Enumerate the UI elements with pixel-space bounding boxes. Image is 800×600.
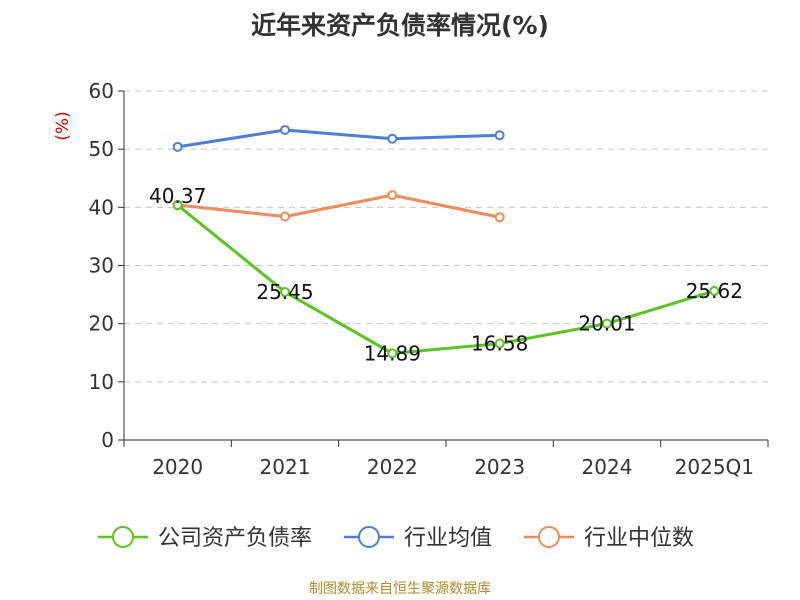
data-point bbox=[172, 200, 183, 211]
data-label: 16.58 bbox=[471, 332, 528, 356]
y-tick-label: 60 bbox=[89, 79, 114, 103]
data-point bbox=[387, 348, 398, 359]
series-line-1 bbox=[177, 128, 500, 149]
legend-label: 行业中位数 bbox=[584, 526, 694, 551]
data-label: 25.45 bbox=[256, 280, 313, 304]
legend-marker bbox=[538, 526, 560, 548]
y-tick-label: 30 bbox=[89, 254, 114, 278]
data-label: 25.62 bbox=[686, 279, 743, 303]
x-tick-label: 2022 bbox=[367, 455, 418, 479]
data-point bbox=[280, 211, 290, 222]
data-point bbox=[494, 212, 505, 223]
legend-item: 行业均值 bbox=[344, 526, 492, 551]
legend-item: 公司资产负债率 bbox=[98, 526, 312, 551]
legend-label: 行业均值 bbox=[404, 526, 492, 551]
x-tick-label: 2025Q1 bbox=[675, 455, 754, 479]
data-point bbox=[172, 141, 183, 152]
data-point bbox=[280, 286, 290, 297]
y-tick-label: 20 bbox=[89, 312, 114, 336]
y-tick-label: 0 bbox=[101, 428, 114, 452]
data-label: 40.37 bbox=[149, 184, 206, 208]
chart-title: 近年来资产负债率情况(%) bbox=[251, 11, 549, 40]
data-point bbox=[494, 338, 505, 349]
data-point bbox=[709, 285, 720, 296]
data-point bbox=[602, 318, 612, 329]
x-tick-label: 2024 bbox=[582, 455, 633, 479]
data-point bbox=[494, 130, 505, 141]
legend-marker bbox=[358, 526, 380, 548]
legend-item: 行业中位数 bbox=[524, 526, 694, 551]
legend-marker bbox=[112, 526, 134, 548]
legend-label: 公司资产负债率 bbox=[158, 526, 312, 551]
series-line-0 bbox=[176, 204, 715, 355]
y-axis-unit-label: (%) bbox=[53, 111, 73, 140]
data-point bbox=[280, 124, 290, 135]
y-tick-label: 10 bbox=[89, 370, 114, 394]
x-tick-label: 2023 bbox=[474, 455, 525, 479]
data-label: 14.89 bbox=[364, 341, 421, 365]
data-point bbox=[387, 133, 398, 144]
x-tick-label: 2020 bbox=[152, 455, 203, 479]
data-label: 20.01 bbox=[578, 312, 635, 336]
series-line-2 bbox=[177, 193, 500, 219]
x-tick-label: 2021 bbox=[260, 455, 311, 479]
y-tick-label: 40 bbox=[89, 195, 114, 219]
y-tick-label: 50 bbox=[89, 137, 114, 161]
data-source-footer: 制图数据来自恒生聚源数据库 bbox=[309, 581, 491, 597]
data-point bbox=[387, 190, 398, 201]
